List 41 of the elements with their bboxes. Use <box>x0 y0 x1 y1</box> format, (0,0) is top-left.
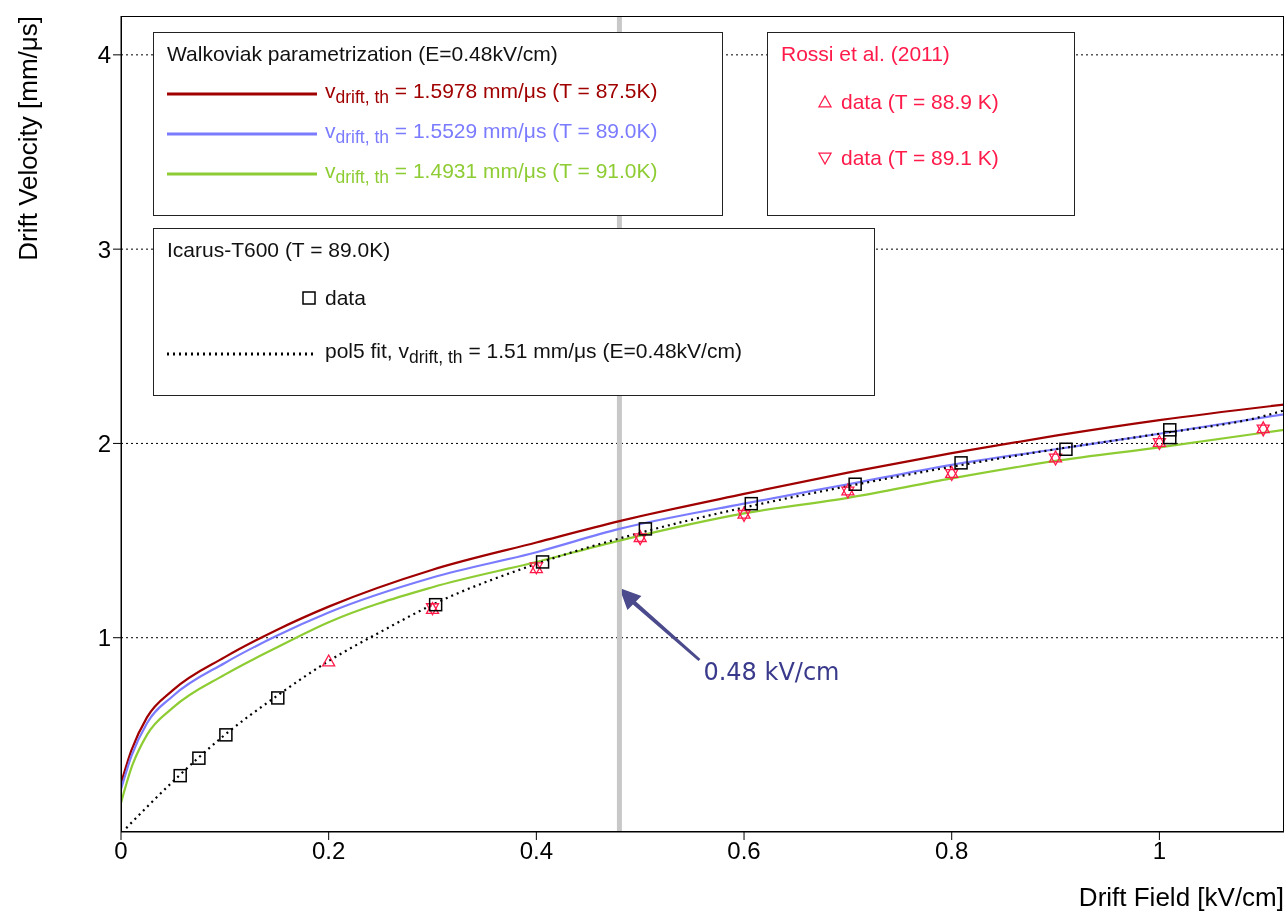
point <box>535 555 550 569</box>
y-tick-label: 1 <box>97 624 111 652</box>
x-tick-label: 1 <box>1152 837 1167 865</box>
text: v$_{drift, th}$ = 1.4931 mm/μs (T = 91.0K) <box>325 159 658 189</box>
y-tick-label: 2 <box>97 429 111 457</box>
annotation: Rossi et al. (2011) <box>781 42 951 66</box>
annotation: Walkoviak parametrization (E=0.48kV/cm) <box>167 42 559 66</box>
x-tick-label: 0.2 <box>311 837 346 865</box>
y-axis-title: Drift Velocity [mm/μs] <box>12 16 44 263</box>
legend-label: data (T = 89.1 K) <box>841 146 999 170</box>
point <box>1152 437 1167 451</box>
x-tick-label: 0.4 <box>519 837 554 865</box>
x-tick-label: 0.8 <box>935 837 969 865</box>
x-axis-title: Drift Field [kV/cm] <box>1078 882 1284 913</box>
text: pol5 fit, v$_{drift, th}$ = 1.51 mm/μs (E=0.48kV/cm) <box>325 339 742 369</box>
legend-label: data <box>325 286 366 310</box>
point <box>192 751 206 765</box>
x-tick-label: 0 <box>114 837 128 865</box>
point <box>1152 434 1167 447</box>
point <box>219 728 233 742</box>
y-tick-label: 4 <box>97 41 111 69</box>
text: v$_{drift, th}$ = 1.5978 mm/μs (T = 87.5K) <box>325 79 658 109</box>
point <box>1163 423 1177 437</box>
point <box>428 597 443 612</box>
y-tick-label: 3 <box>97 235 111 263</box>
point <box>945 469 959 482</box>
point <box>322 654 336 667</box>
text: v$_{drift, th}$ = 1.5529 mm/μs (T = 89.0K) <box>325 119 658 149</box>
annotation: Icarus-T600 (T = 89.0K) <box>167 238 392 262</box>
annotation: 0.48 kV/cm <box>703 658 840 686</box>
point <box>954 456 968 470</box>
point <box>638 522 653 536</box>
x-tick-label: 0.6 <box>727 837 761 865</box>
point <box>1059 442 1073 457</box>
point <box>945 465 959 479</box>
legend-label: data (T = 88.9 K) <box>841 90 999 114</box>
point <box>848 477 862 491</box>
point <box>271 691 285 705</box>
point <box>744 496 759 511</box>
point <box>1163 430 1177 445</box>
point <box>173 768 187 783</box>
